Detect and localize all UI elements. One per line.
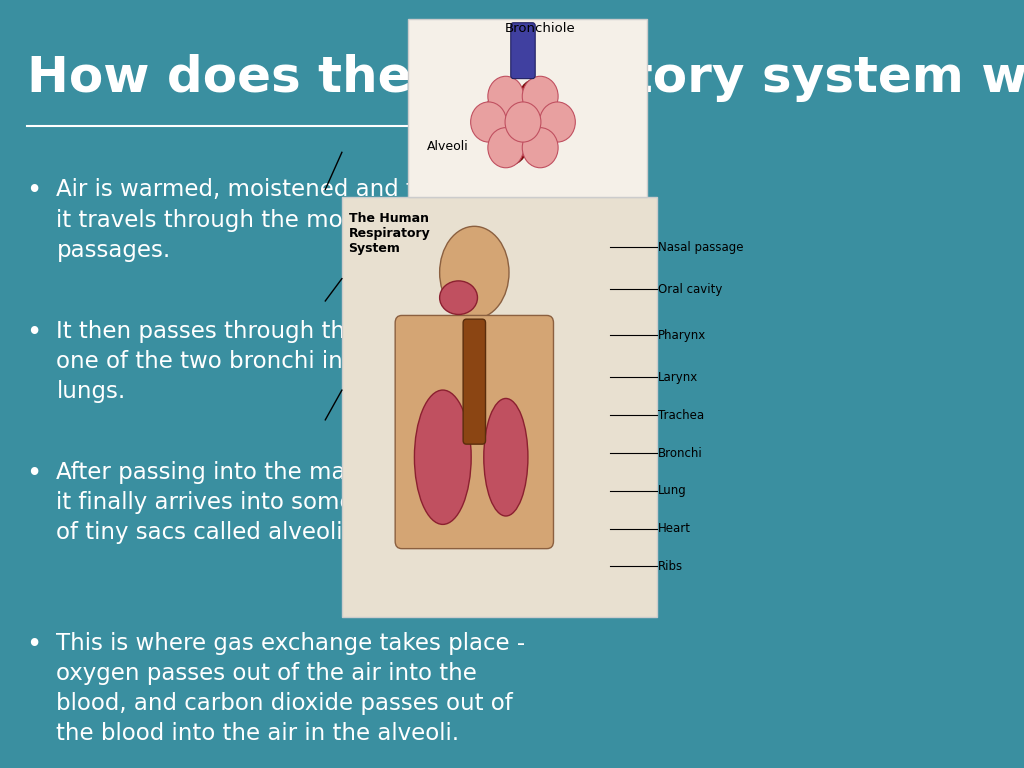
Ellipse shape <box>439 281 477 314</box>
FancyBboxPatch shape <box>511 23 536 78</box>
Ellipse shape <box>483 399 528 516</box>
FancyBboxPatch shape <box>463 319 485 444</box>
Circle shape <box>487 127 523 167</box>
FancyBboxPatch shape <box>409 18 647 197</box>
Text: •: • <box>27 178 42 204</box>
Text: Heart: Heart <box>657 522 691 535</box>
Text: Ribs: Ribs <box>657 560 683 573</box>
Circle shape <box>505 102 541 142</box>
Text: Pharynx: Pharynx <box>657 329 707 342</box>
Text: Trachea: Trachea <box>657 409 705 422</box>
Ellipse shape <box>415 390 471 525</box>
Circle shape <box>522 127 558 167</box>
Text: Larynx: Larynx <box>657 371 698 384</box>
Ellipse shape <box>517 79 553 129</box>
Ellipse shape <box>524 101 560 151</box>
Text: Bronchi: Bronchi <box>657 446 702 459</box>
Ellipse shape <box>439 227 509 319</box>
Text: It then passes through the trachea and
one of the two bronchi into one of the
lu: It then passes through the trachea and o… <box>56 319 505 403</box>
Text: •: • <box>27 461 42 487</box>
Text: Air is warmed, moistened and filtered as
it travels through the mouth and nasal
: Air is warmed, moistened and filtered as… <box>56 178 520 262</box>
Text: The Human
Respiratory
System: The Human Respiratory System <box>348 212 430 255</box>
Ellipse shape <box>486 88 522 138</box>
Ellipse shape <box>494 115 529 165</box>
Circle shape <box>522 76 558 117</box>
Text: This is where gas exchange takes place -
oxygen passes out of the air into the
b: This is where gas exchange takes place -… <box>56 631 525 745</box>
Text: •: • <box>27 631 42 657</box>
Text: Alveoli: Alveoli <box>427 141 469 154</box>
Circle shape <box>540 102 575 142</box>
Circle shape <box>487 76 523 117</box>
Text: After passing into the many bronchioles,
it finally arrives into some of the mil: After passing into the many bronchioles,… <box>56 461 523 544</box>
Text: Bronchiole: Bronchiole <box>505 22 575 35</box>
Text: Lung: Lung <box>657 485 687 498</box>
Text: •: • <box>27 319 42 346</box>
Ellipse shape <box>501 106 537 156</box>
FancyBboxPatch shape <box>395 316 554 548</box>
FancyBboxPatch shape <box>342 197 657 617</box>
Circle shape <box>471 102 507 142</box>
Text: Oral cavity: Oral cavity <box>657 283 722 296</box>
Text: How does the respiratory system work?: How does the respiratory system work? <box>27 54 1024 102</box>
Text: Nasal passage: Nasal passage <box>657 241 743 253</box>
